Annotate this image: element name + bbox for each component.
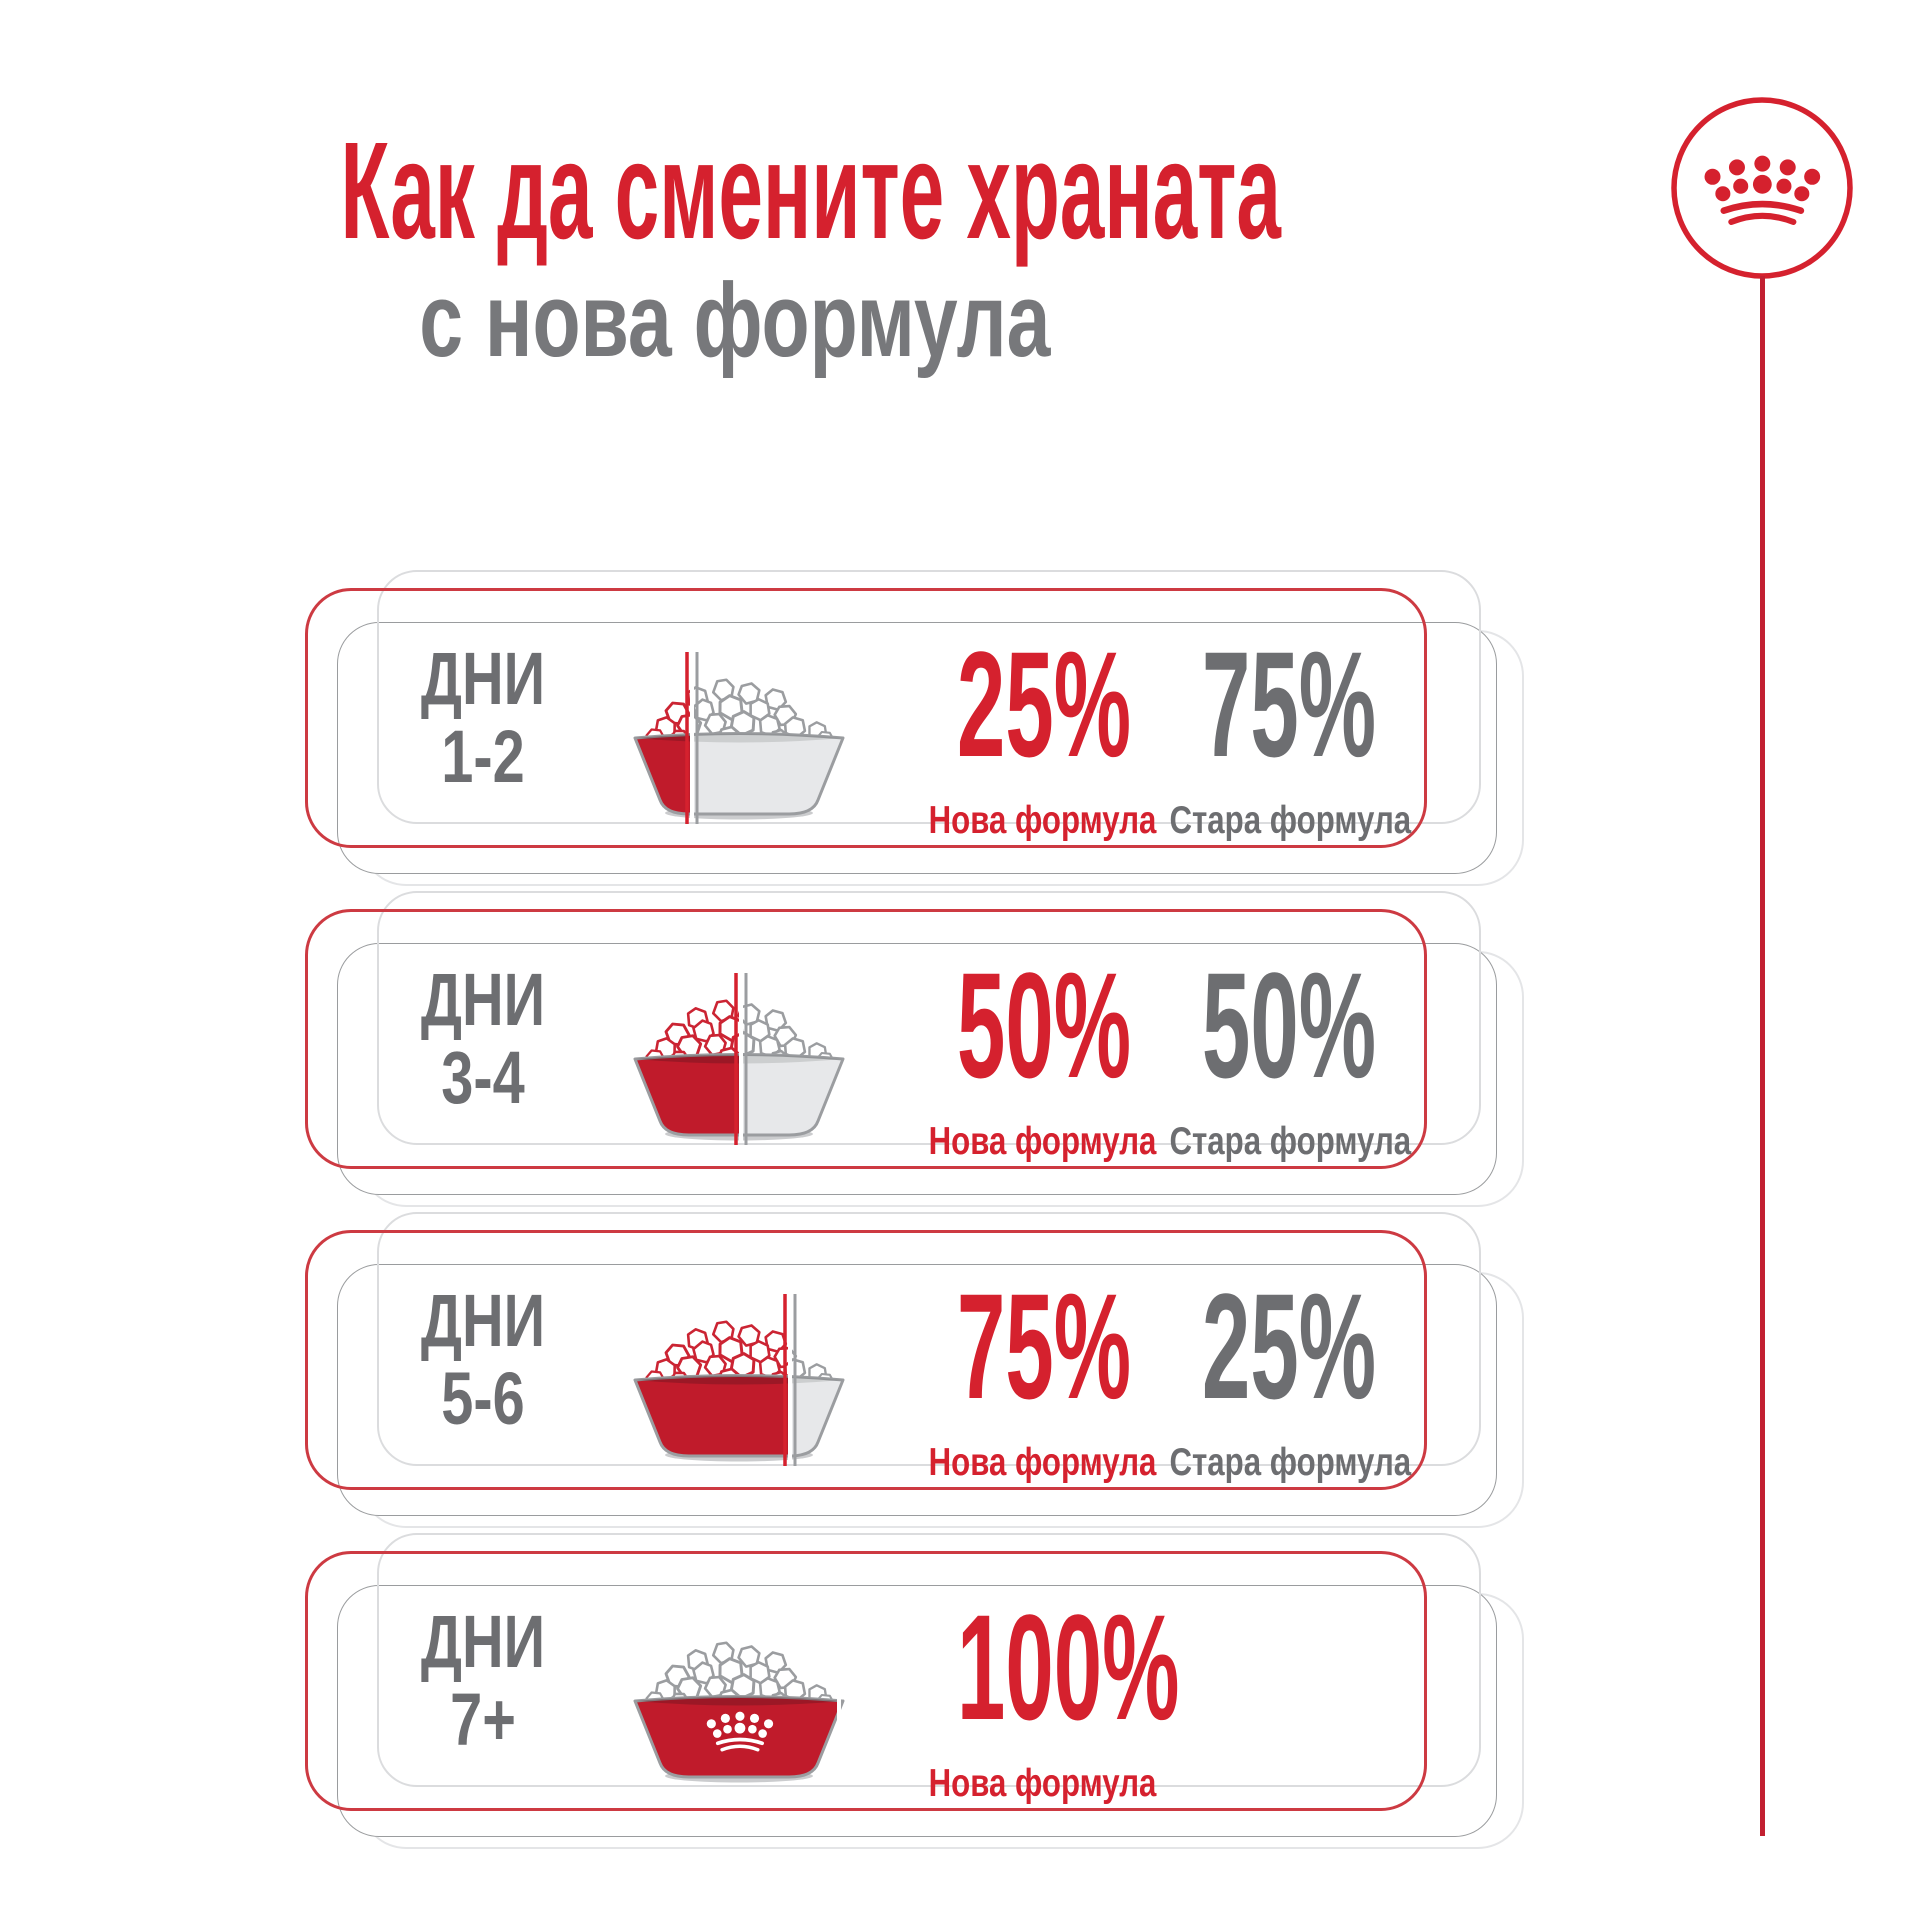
days-label: ДНИ 7+ [363,1603,603,1758]
transition-step-row: ДНИ 7+ [265,1533,1524,1849]
days-word: ДНИ [420,958,546,1041]
days-range: 5-6 [441,1356,525,1440]
days-word: ДНИ [420,637,546,720]
page-title: Как да смените храната [0,122,1470,260]
old-formula-percentage: 25% [1201,1262,1377,1430]
old-formula-percentage: 50% [1201,941,1377,1109]
crown-icon [1705,156,1821,222]
new-formula-percentage: 100% [956,1583,1180,1751]
food-bowl-graphic [633,1613,845,1783]
new-formula-percentage: 25% [956,620,1132,788]
days-word: ДНИ [420,1600,546,1683]
new-formula-column: 50% Нова формула [895,950,1190,1164]
new-formula-label: Нова формула [928,799,1157,842]
old-formula-label: Стара формула [1169,1120,1412,1163]
card-outline-red [305,909,1427,1169]
card-outline-red [305,1551,1427,1811]
days-word: ДНИ [420,1279,546,1362]
step-card [337,1585,1497,1837]
days-range: 3-4 [441,1035,525,1119]
card-outline-red [305,588,1427,848]
old-formula-column: 75% Стара формула [1140,629,1435,843]
transition-step-row: ДНИ 1-2 [265,570,1524,886]
days-label: ДНИ 5-6 [363,1282,603,1437]
old-formula-label: Стара формула [1169,799,1412,842]
card-outline-gray [377,570,1481,824]
food-bowl-icon [619,971,859,1147]
old-formula-percentage: 75% [1201,620,1377,788]
new-formula-label: Нова формула [928,1762,1157,1805]
days-range: 1-2 [441,714,525,798]
new-formula-label: Нова формула [928,1120,1157,1163]
card-outline-red [305,1230,1427,1490]
page-subtitle: с нова формула [0,268,1470,373]
days-label: ДНИ 3-4 [363,961,603,1116]
old-formula-column: 25% Стара формула [1140,1271,1435,1485]
step-card [337,943,1497,1195]
new-formula-column: 75% Нова формула [895,1271,1190,1485]
days-range: 7+ [450,1677,516,1761]
old-formula-column: 50% Стара формула [1140,950,1435,1164]
step-card [337,622,1497,874]
new-formula-column: 100% Нова формула [895,1592,1190,1806]
food-bowl-graphic [633,1294,845,1466]
new-formula-percentage: 75% [956,1262,1132,1430]
new-formula-percentage: 50% [956,941,1132,1109]
days-label: ДНИ 1-2 [363,640,603,795]
card-outline-gray [377,891,1481,1145]
food-bowl-icon [619,1292,859,1468]
food-bowl-graphic [633,973,845,1145]
transition-step-row: ДНИ 3-4 [265,891,1524,1207]
page-title-text: Как да смените храната [340,114,1281,268]
food-bowl-graphic [633,652,845,824]
old-formula-label: Стара формула [1169,1441,1412,1484]
royal-canin-crown-logo [1671,97,1853,279]
transition-step-row: ДНИ 5-6 [265,1212,1524,1528]
page-subtitle-text: с нова формула [419,262,1051,379]
food-bowl-icon [619,1613,859,1789]
transition-steps: ДНИ 1-2 [265,570,1524,1854]
logo-vertical-line [1760,276,1765,1836]
new-formula-label: Нова формула [928,1441,1157,1484]
step-card [337,1264,1497,1516]
new-formula-column: 25% Нова формула [895,629,1190,843]
card-outline-gray [377,1212,1481,1466]
card-outline-gray [377,1533,1481,1787]
food-bowl-icon [619,650,859,826]
